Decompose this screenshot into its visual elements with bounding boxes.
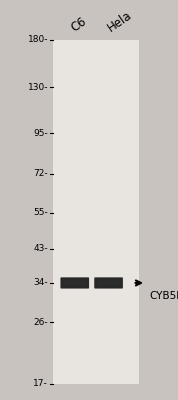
FancyBboxPatch shape <box>94 277 123 288</box>
Text: Hela: Hela <box>105 8 134 34</box>
Text: 95-: 95- <box>33 129 48 138</box>
Text: 26-: 26- <box>33 318 48 326</box>
FancyBboxPatch shape <box>97 280 120 286</box>
Text: 43-: 43- <box>33 244 48 253</box>
Bar <box>53 40 139 384</box>
Text: 180-: 180- <box>28 36 48 44</box>
FancyBboxPatch shape <box>63 280 86 286</box>
Text: 55-: 55- <box>33 208 48 217</box>
Text: CYB5R3: CYB5R3 <box>150 291 178 301</box>
FancyBboxPatch shape <box>60 277 89 288</box>
Text: 72-: 72- <box>33 169 48 178</box>
Text: 130-: 130- <box>28 83 48 92</box>
Text: C6: C6 <box>69 14 89 34</box>
Text: 34-: 34- <box>33 278 48 288</box>
Text: 17-: 17- <box>33 380 48 388</box>
